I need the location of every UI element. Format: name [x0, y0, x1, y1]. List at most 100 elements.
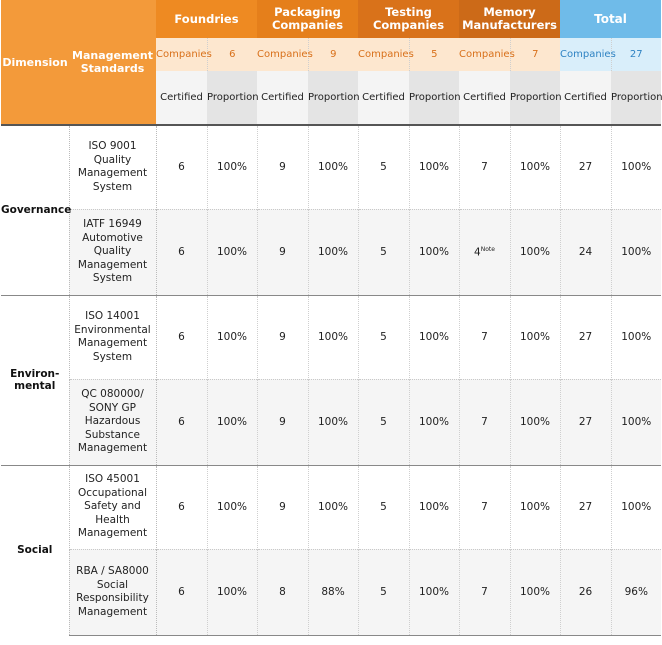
certified-value: 5 [358, 124, 410, 209]
companies-count: 27 [611, 38, 662, 71]
proportion-value: 100% [207, 294, 258, 379]
companies-label: Companies [156, 38, 212, 71]
dimension-environmental: Environ-mental [1, 294, 70, 465]
proportion-value: 100% [207, 124, 258, 209]
certified-value: 6 [156, 378, 208, 465]
dimension-social: Social [1, 464, 70, 635]
companies-count: 7 [510, 38, 560, 71]
standard-name: ISO 14001 Environmental Management System [69, 294, 157, 379]
foundries-header: Foundries [156, 0, 257, 38]
certified-value: 9 [257, 378, 309, 465]
certified-value: 5 [358, 464, 410, 549]
table-row: Social ISO 45001 Occupational Safety and He… [1, 464, 662, 635]
proportion-value: 100% [510, 378, 561, 465]
proportion-value: 100% [510, 464, 561, 549]
certified-value: 7 [459, 464, 511, 549]
standard-name: ISO 9001 Quality Management System [69, 124, 157, 209]
proportion-value: 100% [207, 464, 258, 549]
proportion-value: 100% [409, 548, 460, 636]
standard-name: ISO 45001 Occupational Safety and Health Man… [69, 464, 157, 549]
certified-value: 8 [257, 548, 309, 636]
proportion-value: 100% [308, 464, 359, 549]
proportion-value: 88% [308, 548, 359, 636]
certified-value: 6 [156, 464, 208, 549]
proportion-header: Proportion [308, 71, 360, 125]
dimension-governance: Governance [1, 124, 71, 295]
total-header: Total [560, 0, 662, 38]
proportion-value: 100% [308, 378, 359, 465]
certified-value: 6 [156, 548, 208, 636]
proportion-value: 100% [409, 464, 460, 549]
certified-value: 27 [560, 378, 612, 465]
proportion-value: 100% [409, 294, 460, 379]
packaging-header: Packaging Companies [257, 0, 358, 38]
certified-value: 9 [257, 208, 309, 295]
certified-value: 6 [156, 124, 208, 209]
certified-value-with-note: 4Note [459, 208, 511, 295]
certified-value: 5 [358, 208, 410, 295]
proportion-value: 100% [510, 208, 561, 295]
proportion-value: 100% [207, 548, 258, 636]
testing-header: Testing Companies [358, 0, 459, 38]
certified-value: 9 [257, 464, 309, 549]
proportion-header: Proportion [510, 71, 562, 125]
companies-label: Companies [560, 38, 616, 71]
proportion-value: 100% [207, 208, 258, 295]
certified-value: 24 [560, 208, 612, 295]
proportion-value: 100% [611, 294, 662, 379]
table-row: RBA / SA8000 Social Responsibility Manageme… [1, 548, 662, 636]
companies-label: Companies [358, 38, 414, 71]
proportion-value: 100% [611, 378, 662, 465]
note-marker: Note [480, 245, 495, 253]
proportion-value: 100% [207, 378, 258, 465]
companies-count: 5 [409, 38, 459, 71]
standard-name: QC 080000/SONY GP Hazardous Substance Manag… [69, 378, 157, 465]
proportion-header: Proportion [409, 71, 461, 125]
proportion-value: 100% [510, 294, 561, 379]
certified-value: 7 [459, 548, 511, 636]
certified-header: Certified [560, 71, 611, 125]
companies-label: Companies [257, 38, 313, 71]
proportion-value: 100% [308, 208, 359, 295]
certified-value: 7 [459, 378, 511, 465]
table-row: Environ-mental ISO 14001 Environmental Man… [1, 294, 662, 465]
certified-header: Certified [459, 71, 510, 125]
certified-value: 5 [358, 378, 410, 465]
proportion-value: 100% [510, 124, 561, 209]
proportion-value: 100% [409, 124, 460, 209]
table-row: Governance ISO 9001 Quality Management Syst… [1, 124, 662, 295]
proportion-value: 100% [409, 378, 460, 465]
dimension-header: Dimension [1, 0, 69, 125]
proportion-value: 100% [611, 124, 662, 209]
certified-value: 6 [156, 208, 208, 295]
proportion-header: Proportion [611, 71, 662, 125]
certified-value: 6 [156, 294, 208, 379]
proportion-value: 100% [611, 208, 662, 295]
certified-value: 5 [358, 294, 410, 379]
certified-value: 27 [560, 464, 612, 549]
certified-header: Certified [257, 71, 308, 125]
certified-value: 9 [257, 124, 309, 209]
proportion-value: 100% [308, 124, 359, 209]
companies-label: Companies [459, 38, 515, 71]
standards-header: Management Standards [69, 0, 156, 125]
standard-name: IATF 16949 Automotive Quality Management Sys… [69, 208, 157, 295]
certified-value: 27 [560, 124, 612, 209]
proportion-value: 100% [611, 464, 662, 549]
companies-count: 9 [308, 38, 358, 71]
proportion-value: 96% [611, 548, 662, 636]
proportion-value: 100% [409, 208, 460, 295]
table-row: QC 080000/SONY GP Hazardous Substance Manag… [1, 378, 662, 465]
memory-header: Memory Manufacturers [459, 0, 560, 38]
certified-value: 7 [459, 124, 511, 209]
proportion-value: 100% [308, 294, 359, 379]
certified-value: 9 [257, 294, 309, 379]
certified-header: Certified [358, 71, 409, 125]
certified-value: 7 [459, 294, 511, 379]
certified-header: Certified [156, 71, 207, 125]
table-row: IATF 16949 Automotive Quality Management Sys… [1, 208, 662, 295]
proportion-header: Proportion [207, 71, 259, 125]
certified-value: 27 [560, 294, 612, 379]
standard-name: RBA / SA8000 Social Responsibility Manageme… [69, 548, 157, 636]
